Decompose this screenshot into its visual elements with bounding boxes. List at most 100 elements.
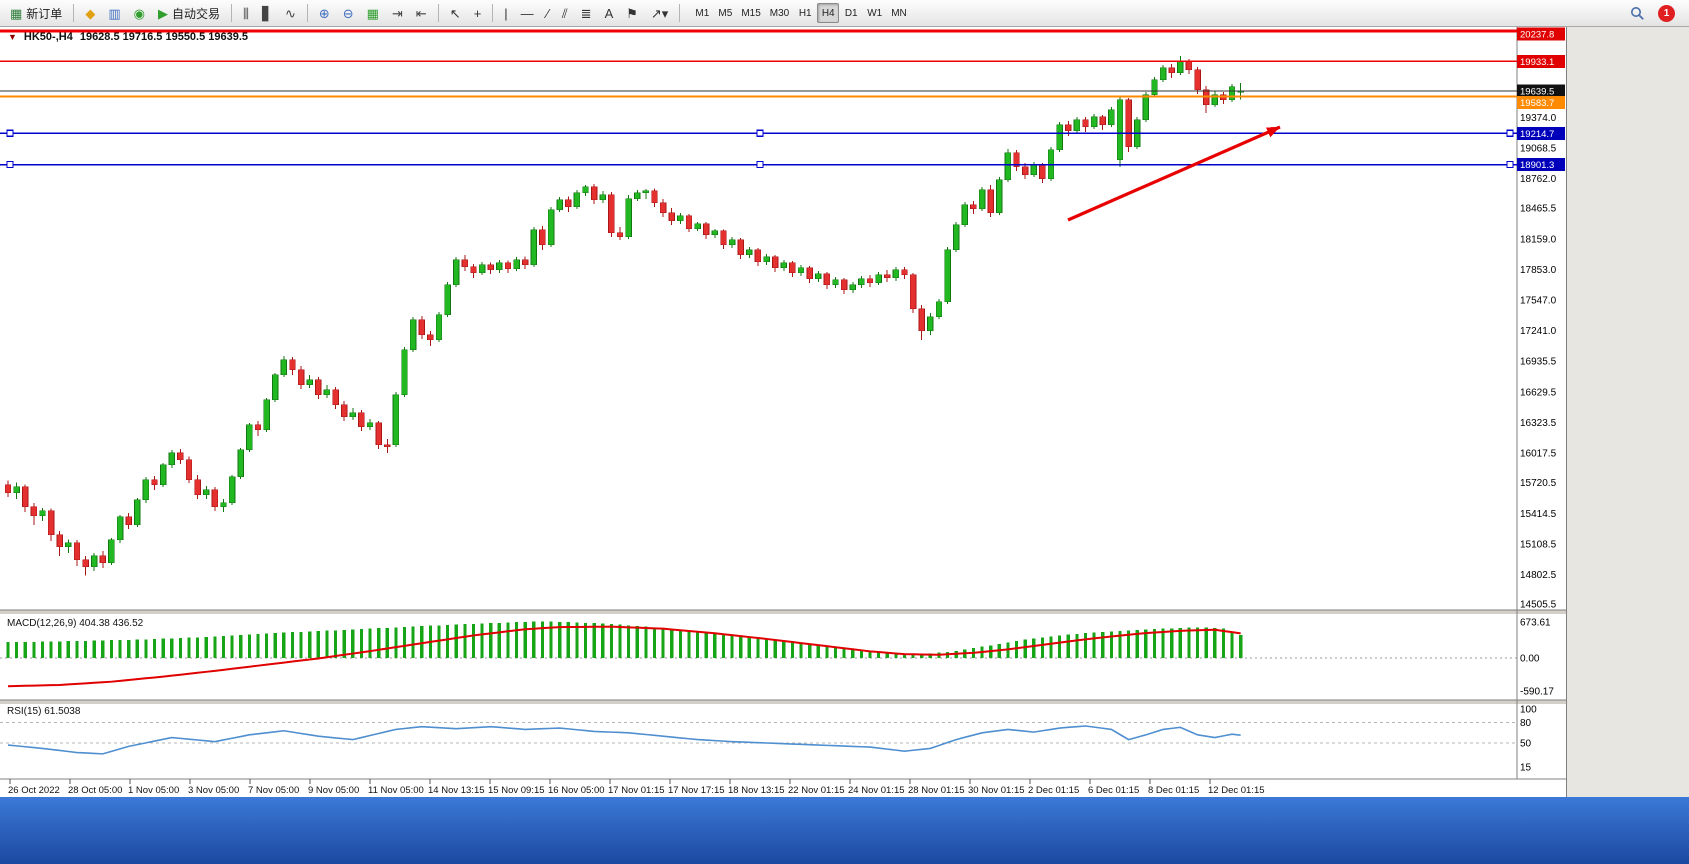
autotrading-button[interactable]: ▶ 自动交易 xyxy=(152,2,226,24)
timeframe-m1[interactable]: M1 xyxy=(691,3,713,23)
svg-text:18159.0: 18159.0 xyxy=(1520,234,1557,245)
zoom-out-icon[interactable]: ⊖ xyxy=(337,2,360,24)
arrows-icon: ↗▾ xyxy=(650,5,669,21)
equidistant-channel-icon[interactable]: ⫽ xyxy=(556,2,574,24)
candlestick-chart-icon: ▋ xyxy=(261,5,272,21)
toolbar-sep xyxy=(437,4,439,22)
chart-canvas[interactable]: 19374.0 19068.5 18762.0 18465.5 18159.0 17853… xyxy=(0,27,1566,797)
toolbar-sep xyxy=(230,4,232,22)
cursor-icon: ↖ xyxy=(449,5,461,21)
arrows-icon[interactable]: ↗▾ xyxy=(645,2,674,24)
auto-scroll-icon: ⇥ xyxy=(391,5,403,21)
svg-text:16017.5: 16017.5 xyxy=(1520,449,1557,460)
timeframe-m15[interactable]: M15 xyxy=(737,3,764,23)
timeframe-mn[interactable]: MN xyxy=(887,3,911,23)
label-icon[interactable]: ⚑ xyxy=(620,2,644,24)
tile-windows-icon: ▦ xyxy=(366,5,379,21)
cursor-icon[interactable]: ↖ xyxy=(444,2,467,24)
chart-shift-icon: ⇤ xyxy=(415,5,427,21)
timeframe-w1[interactable]: W1 xyxy=(863,3,886,23)
svg-text:14802.5: 14802.5 xyxy=(1520,570,1557,581)
autotrading-label: 自动交易 xyxy=(171,6,220,21)
bar-chart-icon: ⫼ xyxy=(242,5,249,21)
notification-badge[interactable]: 1 xyxy=(1658,4,1675,22)
horizontal-line-icon[interactable]: — xyxy=(515,2,540,24)
tile-windows-icon[interactable]: ▦ xyxy=(361,2,385,24)
svg-text:24 Nov 01:15: 24 Nov 01:15 xyxy=(848,785,905,796)
timeframe-h1[interactable]: H1 xyxy=(794,3,816,23)
text-icon: A xyxy=(604,5,614,21)
toolbar: ▦ 新订单 ◆ ▥ ◉ ▶ 自动交易 ⫼ ▋ ∿ ⊕ ⊖ ▦ ⇥ ⇤ ↖ + | — ∕ ⫽ ≣ A ⚑ ↗▾ M1 M5 M15 M3… xyxy=(0,0,1689,27)
vertical-line-icon: | xyxy=(504,5,508,21)
svg-text:17 Nov 01:15: 17 Nov 01:15 xyxy=(608,785,665,796)
svg-text:18762.0: 18762.0 xyxy=(1520,174,1557,185)
svg-text:80: 80 xyxy=(1520,718,1532,729)
timeframe-group: M1 M5 M15 M30 H1 H4 D1 W1 MN xyxy=(691,3,910,23)
line-chart-icon: ∿ xyxy=(284,5,296,21)
one-click-trading-toggle[interactable]: ▼ xyxy=(8,32,17,42)
svg-text:17241.0: 17241.0 xyxy=(1520,326,1557,337)
horizontal-line-icon: — xyxy=(520,5,534,21)
svg-text:15 Nov 09:15: 15 Nov 09:15 xyxy=(488,785,545,796)
vertical-line-icon[interactable]: | xyxy=(498,2,513,24)
new-order-button[interactable]: ▦ 新订单 xyxy=(4,2,68,24)
svg-text:28 Nov 01:15: 28 Nov 01:15 xyxy=(908,785,965,796)
new-order-label: 新订单 xyxy=(26,6,63,21)
timeframe-d1[interactable]: D1 xyxy=(840,3,862,23)
svg-text:20237.8: 20237.8 xyxy=(1520,30,1554,41)
chart-window: 19374.0 19068.5 18762.0 18465.5 18159.0 17853… xyxy=(0,27,1567,797)
svg-text:18901.3: 18901.3 xyxy=(1520,160,1554,171)
toolbar-sep xyxy=(679,4,681,22)
svg-text:50: 50 xyxy=(1520,739,1532,750)
trendline-icon[interactable]: ∕ xyxy=(541,2,555,24)
timeframe-m5[interactable]: M5 xyxy=(714,3,736,23)
timeframe-m30[interactable]: M30 xyxy=(766,3,793,23)
trendline-icon: ∕ xyxy=(546,5,549,21)
label-icon: ⚑ xyxy=(626,5,638,21)
toolbar-sep xyxy=(306,4,308,22)
toolbar-sep xyxy=(492,4,494,22)
candlestick-chart-icon[interactable]: ▋ xyxy=(256,2,278,24)
macd-indicator-label: MACD(12,26,9) 404.38 436.52 xyxy=(7,618,144,629)
crosshair-icon: + xyxy=(473,5,482,21)
svg-text:28 Oct 05:00: 28 Oct 05:00 xyxy=(68,785,122,796)
zoom-in-icon[interactable]: ⊕ xyxy=(313,2,336,24)
svg-text:673.61: 673.61 xyxy=(1520,618,1551,629)
svg-text:0.00: 0.00 xyxy=(1520,654,1540,665)
zoom-in-icon: ⊕ xyxy=(318,5,330,21)
svg-text:16935.5: 16935.5 xyxy=(1520,357,1557,368)
svg-text:19933.1: 19933.1 xyxy=(1520,57,1554,68)
svg-text:1 Nov 05:00: 1 Nov 05:00 xyxy=(128,785,179,796)
chart-ohlc-values: 19628.5 19716.5 19550.5 19639.5 xyxy=(79,31,249,43)
bar-chart-icon[interactable]: ⫼ xyxy=(237,2,255,24)
svg-text:19214.7: 19214.7 xyxy=(1520,129,1554,140)
svg-text:6 Dec 01:15: 6 Dec 01:15 xyxy=(1088,785,1139,796)
search-icon[interactable] xyxy=(1624,1,1651,25)
svg-text:-590.17: -590.17 xyxy=(1520,687,1554,698)
crosshair-icon[interactable]: + xyxy=(468,2,488,24)
svg-text:3 Nov 05:00: 3 Nov 05:00 xyxy=(188,785,239,796)
svg-text:15414.5: 15414.5 xyxy=(1520,509,1557,520)
signals-icon[interactable]: ◉ xyxy=(128,2,151,24)
profiles-icon: ◆ xyxy=(85,5,96,21)
signals-icon: ◉ xyxy=(133,5,145,21)
svg-text:18465.5: 18465.5 xyxy=(1520,204,1557,215)
fibonacci-icon[interactable]: ≣ xyxy=(575,2,598,24)
svg-text:100: 100 xyxy=(1520,705,1537,716)
profiles-icon[interactable]: ◆ xyxy=(79,2,101,24)
chart-shift-icon[interactable]: ⇤ xyxy=(410,2,433,24)
svg-text:26 Oct 2022: 26 Oct 2022 xyxy=(8,785,60,796)
market-watch-icon: ▥ xyxy=(108,5,121,21)
rsi-indicator-label: RSI(15) 61.5038 xyxy=(7,706,81,717)
market-watch-icon[interactable]: ▥ xyxy=(102,2,126,24)
line-chart-icon[interactable]: ∿ xyxy=(279,2,302,24)
svg-text:16 Nov 05:00: 16 Nov 05:00 xyxy=(548,785,605,796)
auto-scroll-icon[interactable]: ⇥ xyxy=(386,2,409,24)
chart-symbol-period: HK50-,H4 xyxy=(23,31,73,43)
svg-text:7 Nov 05:00: 7 Nov 05:00 xyxy=(248,785,299,796)
svg-text:12 Dec 01:15: 12 Dec 01:15 xyxy=(1208,785,1265,796)
text-icon[interactable]: A xyxy=(599,2,620,24)
timeframe-h4[interactable]: H4 xyxy=(817,3,840,23)
svg-text:16629.5: 16629.5 xyxy=(1520,387,1557,398)
